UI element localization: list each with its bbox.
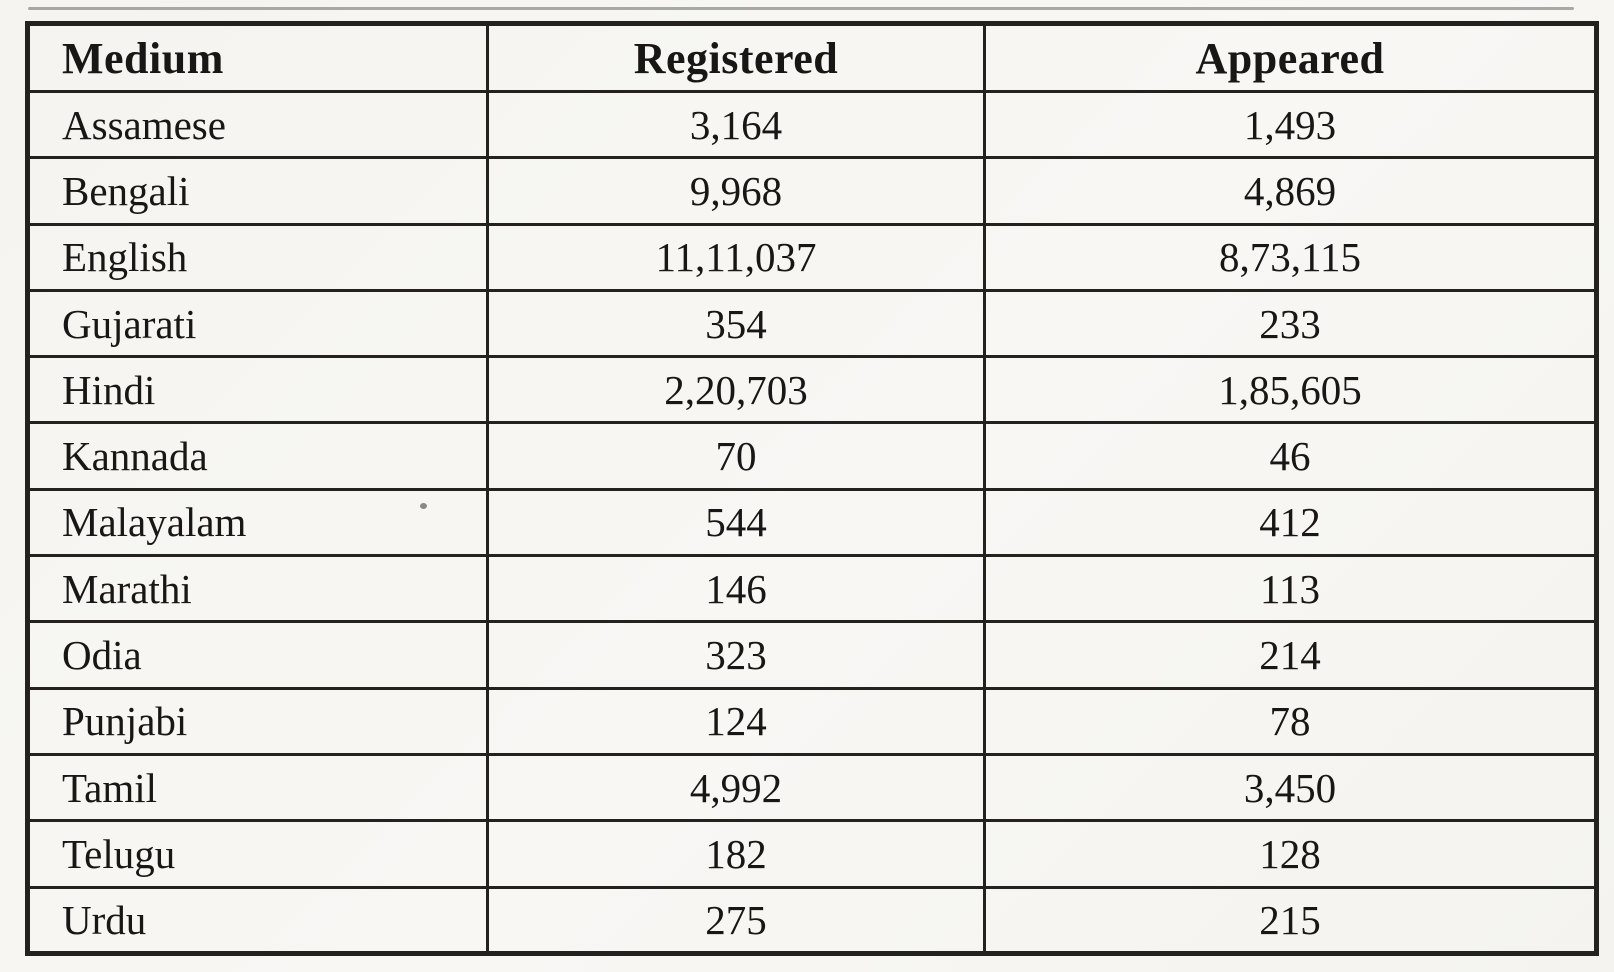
table-header-row: Medium Registered Appeared [26, 22, 1598, 93]
cell-appeared: 214 [983, 620, 1598, 690]
column-header-registered: Registered [486, 22, 986, 93]
cell-registered: 275 [486, 885, 986, 956]
table-row: Bengali 9,968 4,869 [26, 156, 1598, 226]
table-header: Medium Registered Appeared [26, 22, 1598, 93]
table-row: Punjabi 124 78 [26, 686, 1598, 756]
table-body: Assamese 3,164 1,493 Bengali 9,968 4,869… [26, 89, 1598, 956]
column-header-appeared: Appeared [983, 22, 1598, 93]
table-row: Tamil 4,992 3,450 [26, 752, 1598, 823]
scan-artifact-line [28, 7, 1574, 10]
cell-registered: 544 [486, 487, 986, 558]
cell-appeared: 1,85,605 [983, 355, 1598, 425]
cell-registered: 182 [486, 819, 986, 889]
cell-medium: Odia [26, 620, 489, 690]
table-row: Kannada 70 46 [26, 421, 1598, 491]
medium-statistics-table: Medium Registered Appeared Assamese 3,16… [25, 21, 1599, 956]
cell-registered: 354 [486, 288, 986, 359]
cell-medium: English [26, 222, 489, 292]
cell-medium: Hindi [26, 355, 489, 425]
table-row: Hindi 2,20,703 1,85,605 [26, 355, 1598, 425]
cell-medium: Gujarati [26, 288, 489, 359]
cell-registered: 3,164 [486, 89, 986, 160]
cell-medium: Bengali [26, 156, 489, 226]
cell-appeared: 78 [983, 686, 1598, 756]
cell-appeared: 8,73,115 [983, 222, 1598, 292]
cell-appeared: 46 [983, 421, 1598, 491]
cell-appeared: 233 [983, 288, 1598, 359]
cell-appeared: 1,493 [983, 89, 1598, 160]
cell-registered: 11,11,037 [486, 222, 986, 292]
cell-medium: Telugu [26, 819, 489, 889]
cell-medium: Marathi [26, 554, 489, 624]
column-header-medium: Medium [26, 22, 489, 93]
cell-appeared: 128 [983, 819, 1598, 889]
cell-appeared: 412 [983, 487, 1598, 558]
cell-appeared: 113 [983, 554, 1598, 624]
cell-registered: 124 [486, 686, 986, 756]
cell-registered: 9,968 [486, 156, 986, 226]
table-row: Malayalam 544 412 [26, 487, 1598, 558]
cell-appeared: 4,869 [983, 156, 1598, 226]
cell-appeared: 3,450 [983, 752, 1598, 823]
cell-registered: 70 [486, 421, 986, 491]
table-row: Marathi 146 113 [26, 554, 1598, 624]
cell-medium: Malayalam [26, 487, 489, 558]
cell-medium: Tamil [26, 752, 489, 823]
cell-registered: 146 [486, 554, 986, 624]
table-row: Telugu 182 128 [26, 819, 1598, 889]
table-row: Urdu 275 215 [26, 885, 1598, 956]
cell-medium: Punjabi [26, 686, 489, 756]
table-row: Assamese 3,164 1,493 [26, 89, 1598, 160]
table-row: Odia 323 214 [26, 620, 1598, 690]
table-row: Gujarati 354 233 [26, 288, 1598, 359]
cell-appeared: 215 [983, 885, 1598, 956]
cell-medium: Kannada [26, 421, 489, 491]
table-row: English 11,11,037 8,73,115 [26, 222, 1598, 292]
cell-registered: 2,20,703 [486, 355, 986, 425]
cell-registered: 4,992 [486, 752, 986, 823]
cell-medium: Assamese [26, 89, 489, 160]
cell-registered: 323 [486, 620, 986, 690]
cell-medium: Urdu [26, 885, 489, 956]
